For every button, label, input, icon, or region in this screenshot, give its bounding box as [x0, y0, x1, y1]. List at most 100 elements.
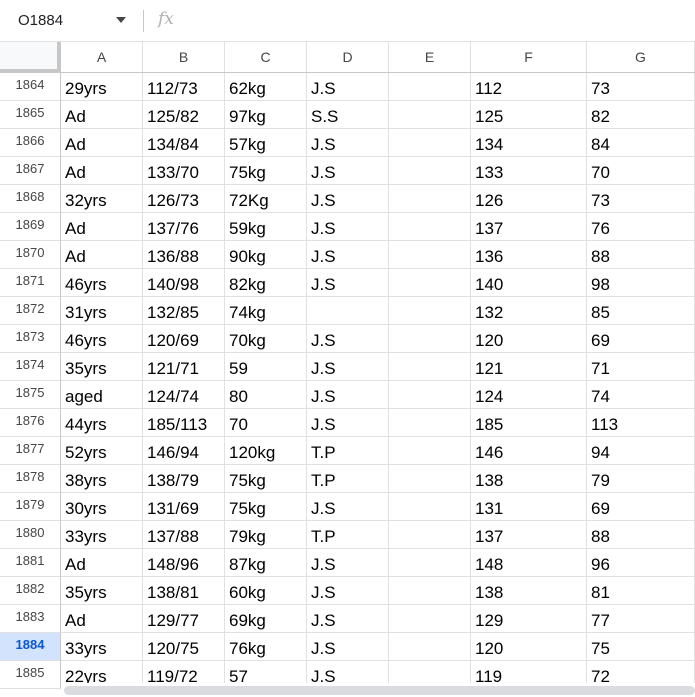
cell-f[interactable]: 124 — [471, 381, 587, 409]
cell-c[interactable]: 75kg — [225, 493, 307, 521]
cell-e[interactable] — [389, 297, 471, 325]
cell-c[interactable]: 59 — [225, 353, 307, 381]
cell-b[interactable]: 129/77 — [143, 605, 225, 633]
cell-e[interactable] — [389, 241, 471, 269]
cell-g[interactable]: 82 — [587, 101, 695, 129]
cell-b[interactable]: 132/85 — [143, 297, 225, 325]
row-header[interactable]: 1875 — [0, 381, 61, 409]
row-header[interactable]: 1883 — [0, 605, 61, 633]
cell-d[interactable]: S.S — [307, 101, 389, 129]
cell-a[interactable]: 46yrs — [61, 325, 143, 353]
cell-b[interactable]: 134/84 — [143, 129, 225, 157]
cell-b[interactable]: 112/73 — [143, 73, 225, 101]
cell-d[interactable]: J.S — [307, 325, 389, 353]
cell-e[interactable] — [389, 353, 471, 381]
cell-e[interactable] — [389, 577, 471, 605]
cell-c[interactable]: 76kg — [225, 633, 307, 661]
cell-f[interactable]: 138 — [471, 577, 587, 605]
row-header[interactable]: 1873 — [0, 325, 61, 353]
cell-g[interactable]: 74 — [587, 381, 695, 409]
cell-a[interactable]: 31yrs — [61, 297, 143, 325]
cell-f[interactable]: 121 — [471, 353, 587, 381]
cell-e[interactable] — [389, 73, 471, 101]
cell-f[interactable]: 137 — [471, 213, 587, 241]
cell-d[interactable]: J.S — [307, 241, 389, 269]
row-header[interactable]: 1880 — [0, 521, 61, 549]
cell-d[interactable]: J.S — [307, 213, 389, 241]
cell-a[interactable]: aged — [61, 381, 143, 409]
cell-f[interactable]: 148 — [471, 549, 587, 577]
row-header[interactable]: 1869 — [0, 213, 61, 241]
cell-b[interactable]: 131/69 — [143, 493, 225, 521]
select-all-corner[interactable] — [0, 42, 61, 73]
cell-e[interactable] — [389, 129, 471, 157]
cell-g[interactable]: 76 — [587, 213, 695, 241]
cell-c[interactable]: 97kg — [225, 101, 307, 129]
horizontal-scrollbar-thumb[interactable] — [64, 686, 695, 695]
cell-a[interactable]: Ad — [61, 101, 143, 129]
row-header[interactable]: 1874 — [0, 353, 61, 381]
cell-a[interactable]: 30yrs — [61, 493, 143, 521]
cell-b[interactable]: 121/71 — [143, 353, 225, 381]
cell-a[interactable]: Ad — [61, 241, 143, 269]
cell-f[interactable]: 146 — [471, 437, 587, 465]
column-header-e[interactable]: E — [389, 42, 471, 72]
name-box-dropdown-icon[interactable] — [116, 17, 126, 23]
cell-d[interactable]: J.S — [307, 577, 389, 605]
cell-d[interactable]: T.P — [307, 465, 389, 493]
cell-e[interactable] — [389, 381, 471, 409]
cell-b[interactable]: 120/75 — [143, 633, 225, 661]
cell-e[interactable] — [389, 101, 471, 129]
cell-c[interactable]: 79kg — [225, 521, 307, 549]
cell-d[interactable]: J.S — [307, 73, 389, 101]
cell-g[interactable]: 96 — [587, 549, 695, 577]
cell-f[interactable]: 125 — [471, 101, 587, 129]
cell-e[interactable] — [389, 269, 471, 297]
row-header[interactable]: 1868 — [0, 185, 61, 213]
cell-b[interactable]: 126/73 — [143, 185, 225, 213]
cell-f[interactable]: 112 — [471, 73, 587, 101]
row-header[interactable]: 1885 — [0, 661, 61, 689]
cell-a[interactable]: 38yrs — [61, 465, 143, 493]
cell-b[interactable]: 120/69 — [143, 325, 225, 353]
cell-c[interactable]: 70kg — [225, 325, 307, 353]
cell-a[interactable]: 35yrs — [61, 577, 143, 605]
cell-e[interactable] — [389, 409, 471, 437]
cell-b[interactable]: 140/98 — [143, 269, 225, 297]
cell-d[interactable]: J.S — [307, 381, 389, 409]
cell-a[interactable]: Ad — [61, 213, 143, 241]
cell-b[interactable]: 137/76 — [143, 213, 225, 241]
cell-c[interactable]: 87kg — [225, 549, 307, 577]
cell-a[interactable]: 32yrs — [61, 185, 143, 213]
cell-g[interactable]: 88 — [587, 521, 695, 549]
column-header-c[interactable]: C — [225, 42, 307, 72]
cell-b[interactable]: 185/113 — [143, 409, 225, 437]
row-header[interactable]: 1879 — [0, 493, 61, 521]
cell-d[interactable]: J.S — [307, 157, 389, 185]
row-header[interactable]: 1871 — [0, 269, 61, 297]
column-header-g[interactable]: G — [587, 42, 695, 72]
cell-c[interactable]: 72Kg — [225, 185, 307, 213]
cell-b[interactable]: 138/81 — [143, 577, 225, 605]
cell-f[interactable]: 137 — [471, 521, 587, 549]
cell-g[interactable]: 88 — [587, 241, 695, 269]
row-header[interactable]: 1882 — [0, 577, 61, 605]
row-header[interactable]: 1878 — [0, 465, 61, 493]
cell-g[interactable]: 73 — [587, 73, 695, 101]
cell-f[interactable]: 126 — [471, 185, 587, 213]
cell-c[interactable]: 57kg — [225, 129, 307, 157]
name-box[interactable]: O1884 — [18, 12, 64, 29]
cell-f[interactable]: 140 — [471, 269, 587, 297]
cell-d[interactable]: J.S — [307, 549, 389, 577]
cell-f[interactable]: 129 — [471, 605, 587, 633]
cell-c[interactable]: 120kg — [225, 437, 307, 465]
cell-g[interactable]: 79 — [587, 465, 695, 493]
cell-f[interactable]: 133 — [471, 157, 587, 185]
cell-c[interactable]: 90kg — [225, 241, 307, 269]
cell-c[interactable]: 62kg — [225, 73, 307, 101]
cell-f[interactable]: 120 — [471, 633, 587, 661]
cell-e[interactable] — [389, 157, 471, 185]
cell-d[interactable]: J.S — [307, 409, 389, 437]
cell-d[interactable] — [307, 297, 389, 325]
cell-a[interactable]: 46yrs — [61, 269, 143, 297]
